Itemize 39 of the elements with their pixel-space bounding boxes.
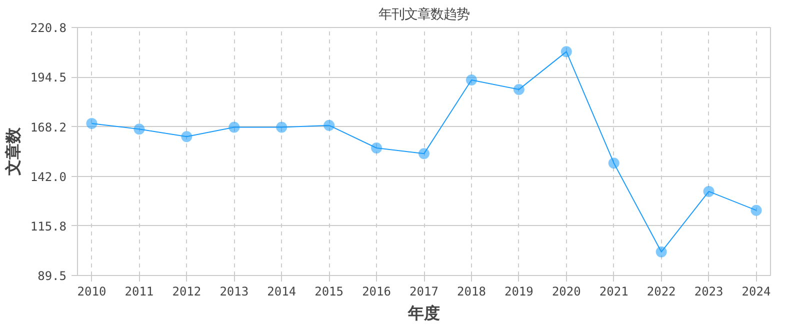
point (608, 158, 620, 169)
x-axis-title: 年度 (407, 304, 440, 322)
y-tick-label: 168.2 (30, 120, 66, 134)
point (371, 142, 382, 154)
x-tick-label: 2015 (314, 284, 344, 298)
x-tick-label: 2016 (362, 284, 391, 298)
y-tick-label: 142.0 (30, 170, 66, 184)
point (513, 84, 524, 95)
x-tick-label: 2010 (77, 284, 106, 298)
point (86, 118, 98, 129)
x-tick-label: 2023 (694, 284, 724, 298)
y-axis-title: 文章数 (3, 126, 22, 176)
y-tick-label: 194.5 (30, 70, 66, 85)
y-tick-label: 220.8 (30, 21, 66, 35)
x-tick-label: 2017 (410, 284, 438, 298)
x-tick-label: 2022 (646, 284, 676, 298)
x-tick-label: 2012 (172, 284, 202, 298)
x-tick-label: 2021 (599, 284, 628, 298)
point (324, 120, 335, 131)
x-tick-label: 2018 (457, 284, 486, 298)
x-tick-label: 2014 (267, 284, 296, 298)
y-tick-label: 89.5 (38, 269, 67, 283)
point (134, 124, 145, 135)
chart-title: 年刊文章数趋势 (378, 8, 470, 22)
x-tick-label: 2020 (552, 284, 581, 298)
x-tick-label: 2013 (220, 284, 249, 298)
point (560, 46, 572, 58)
x-tick-label: 2019 (504, 284, 534, 298)
point (466, 74, 477, 86)
x-tick-label: 2024 (742, 284, 771, 298)
y-tick-label: 115.8 (30, 219, 66, 234)
point (418, 148, 430, 160)
point (703, 186, 714, 197)
point (750, 204, 762, 216)
point (656, 246, 667, 258)
x-tick-label: 2011 (124, 284, 154, 298)
point (228, 122, 240, 133)
point (181, 131, 192, 142)
point (276, 122, 288, 133)
